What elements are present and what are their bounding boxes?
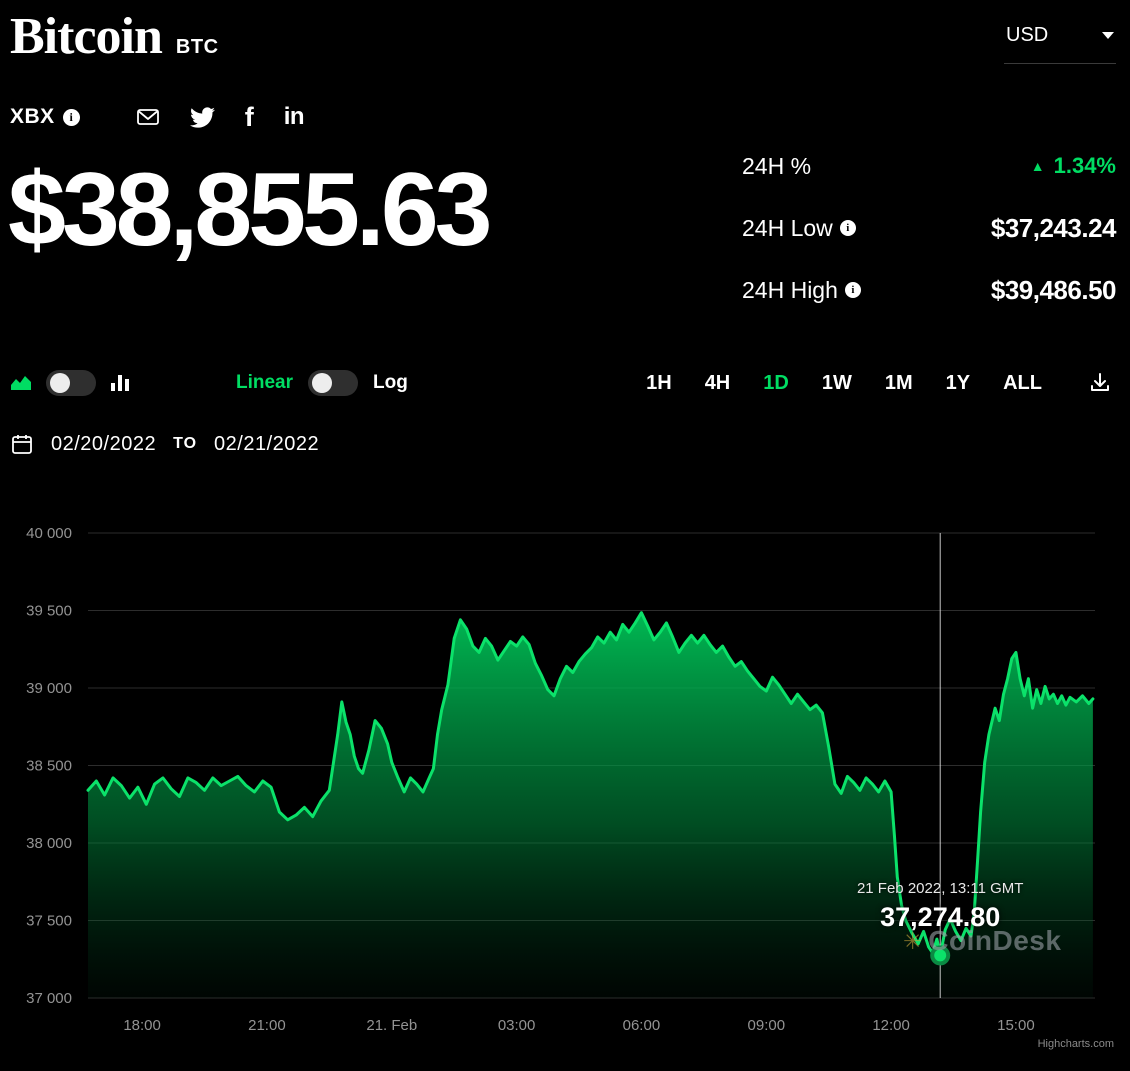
date-to-label: TO <box>173 435 198 452</box>
svg-text:09:00: 09:00 <box>748 1017 786 1034</box>
range-selector: 1H 4H 1D 1W 1M 1Y ALL <box>646 372 1042 395</box>
range-1w[interactable]: 1W <box>821 371 852 394</box>
header: Bitcoin BTC USD <box>10 8 1116 65</box>
high-label-text: 24H High <box>742 276 838 303</box>
change-value: ▲ 1.34% <box>1031 153 1116 179</box>
date-from-field[interactable]: 02/20/2022 <box>51 432 157 455</box>
svg-text:38 000: 38 000 <box>26 835 72 852</box>
high-value: $39,486.50 <box>990 274 1117 305</box>
chart-canvas[interactable]: 37 000 37 500 38 000 38 500 39 000 39 500 40 0… <box>0 510 1130 1071</box>
low-label-text: 24H Low <box>742 214 833 241</box>
date-range: 02/20/2022 TO 02/21/2022 <box>10 432 319 456</box>
scale-group: Linear Log <box>236 370 408 396</box>
page-title: Bitcoin <box>10 8 163 65</box>
range-1h[interactable]: 1H <box>646 371 672 394</box>
current-price: $38,855.63 <box>8 152 493 268</box>
area-chart-icon[interactable] <box>10 375 32 391</box>
range-1d[interactable]: 1D <box>763 371 789 394</box>
change-percent: 1.34% <box>1053 153 1116 178</box>
toggle-knob <box>50 373 70 393</box>
date-to-field[interactable]: 02/21/2022 <box>214 432 320 455</box>
linear-label[interactable]: Linear <box>236 372 294 393</box>
svg-text:21. Feb: 21. Feb <box>366 1017 417 1034</box>
facebook-icon[interactable]: f <box>244 102 254 132</box>
currency-selected-value: USD <box>1006 24 1049 46</box>
up-triangle-icon: ▲ <box>1030 158 1045 174</box>
highcharts-credit[interactable]: Highcharts.com <box>1037 1038 1114 1050</box>
low-value: $37,243.24 <box>990 212 1117 243</box>
chart-type-toggle[interactable] <box>46 370 96 396</box>
svg-text:06:00: 06:00 <box>623 1017 661 1034</box>
stat-row-low: 24H Low i $37,243.24 <box>742 212 1117 244</box>
range-1y[interactable]: 1Y <box>945 371 971 394</box>
linkedin-icon[interactable]: in <box>283 103 305 130</box>
index-info-icon[interactable]: i <box>62 108 80 126</box>
price-chart[interactable]: 37 000 37 500 38 000 38 500 39 000 39 500 40 0… <box>0 510 1130 1071</box>
coindesk-logo-icon: ✳ <box>903 927 923 954</box>
low-label: 24H Low i <box>742 215 856 242</box>
calendar-button[interactable] <box>10 432 34 456</box>
stats-panel: 24H % ▲ 1.34% 24H Low i $37,243.24 24H H… <box>742 150 1117 336</box>
toggle-knob <box>312 373 333 393</box>
chart-controls: Linear Log 1H 4H 1D 1W 1M 1Y ALL <box>10 370 1112 396</box>
range-4h[interactable]: 4H <box>704 371 731 394</box>
currency-select[interactable]: USD <box>1004 24 1116 64</box>
range-all[interactable]: ALL <box>1003 371 1042 394</box>
log-label[interactable]: Log <box>373 372 408 393</box>
svg-text:18:00: 18:00 <box>123 1017 161 1034</box>
stat-row-change: 24H % ▲ 1.34% <box>742 150 1116 182</box>
svg-text:12:00: 12:00 <box>872 1017 910 1034</box>
caret-down-icon <box>1102 32 1114 39</box>
bar-chart-icon[interactable] <box>110 374 130 392</box>
scale-toggle[interactable] <box>308 370 359 396</box>
svg-text:39 500: 39 500 <box>26 603 72 620</box>
mail-icon[interactable] <box>136 105 160 129</box>
svg-text:39 000: 39 000 <box>26 680 72 697</box>
svg-text:15:00: 15:00 <box>997 1017 1035 1034</box>
svg-text:37 500: 37 500 <box>26 913 72 930</box>
twitter-icon[interactable] <box>189 105 215 130</box>
index-label: XBX <box>10 105 55 128</box>
stat-row-high: 24H High i $39,486.50 <box>742 274 1117 306</box>
svg-text:38 500: 38 500 <box>26 758 72 775</box>
calendar-icon <box>12 435 32 454</box>
subheader: XBX i f in <box>10 102 305 132</box>
range-1m[interactable]: 1M <box>884 371 913 394</box>
social-links: f in <box>136 102 305 132</box>
high-info-icon[interactable]: i <box>844 282 861 298</box>
chart-type-group <box>10 370 130 396</box>
coindesk-watermark: ✳ CoinDesk <box>903 925 1061 957</box>
coindesk-watermark-text: CoinDesk <box>928 925 1062 956</box>
low-info-icon[interactable]: i <box>839 220 856 236</box>
svg-text:37 000: 37 000 <box>26 990 72 1007</box>
change-label: 24H % <box>742 152 812 179</box>
title-group: Bitcoin BTC <box>10 8 219 65</box>
download-button[interactable] <box>1088 371 1112 395</box>
svg-text:40 000: 40 000 <box>26 525 72 542</box>
asset-symbol: BTC <box>175 36 219 58</box>
high-label: 24H High i <box>742 277 861 304</box>
download-icon <box>1091 373 1109 391</box>
svg-text:03:00: 03:00 <box>498 1017 536 1034</box>
svg-text:21:00: 21:00 <box>248 1017 286 1034</box>
